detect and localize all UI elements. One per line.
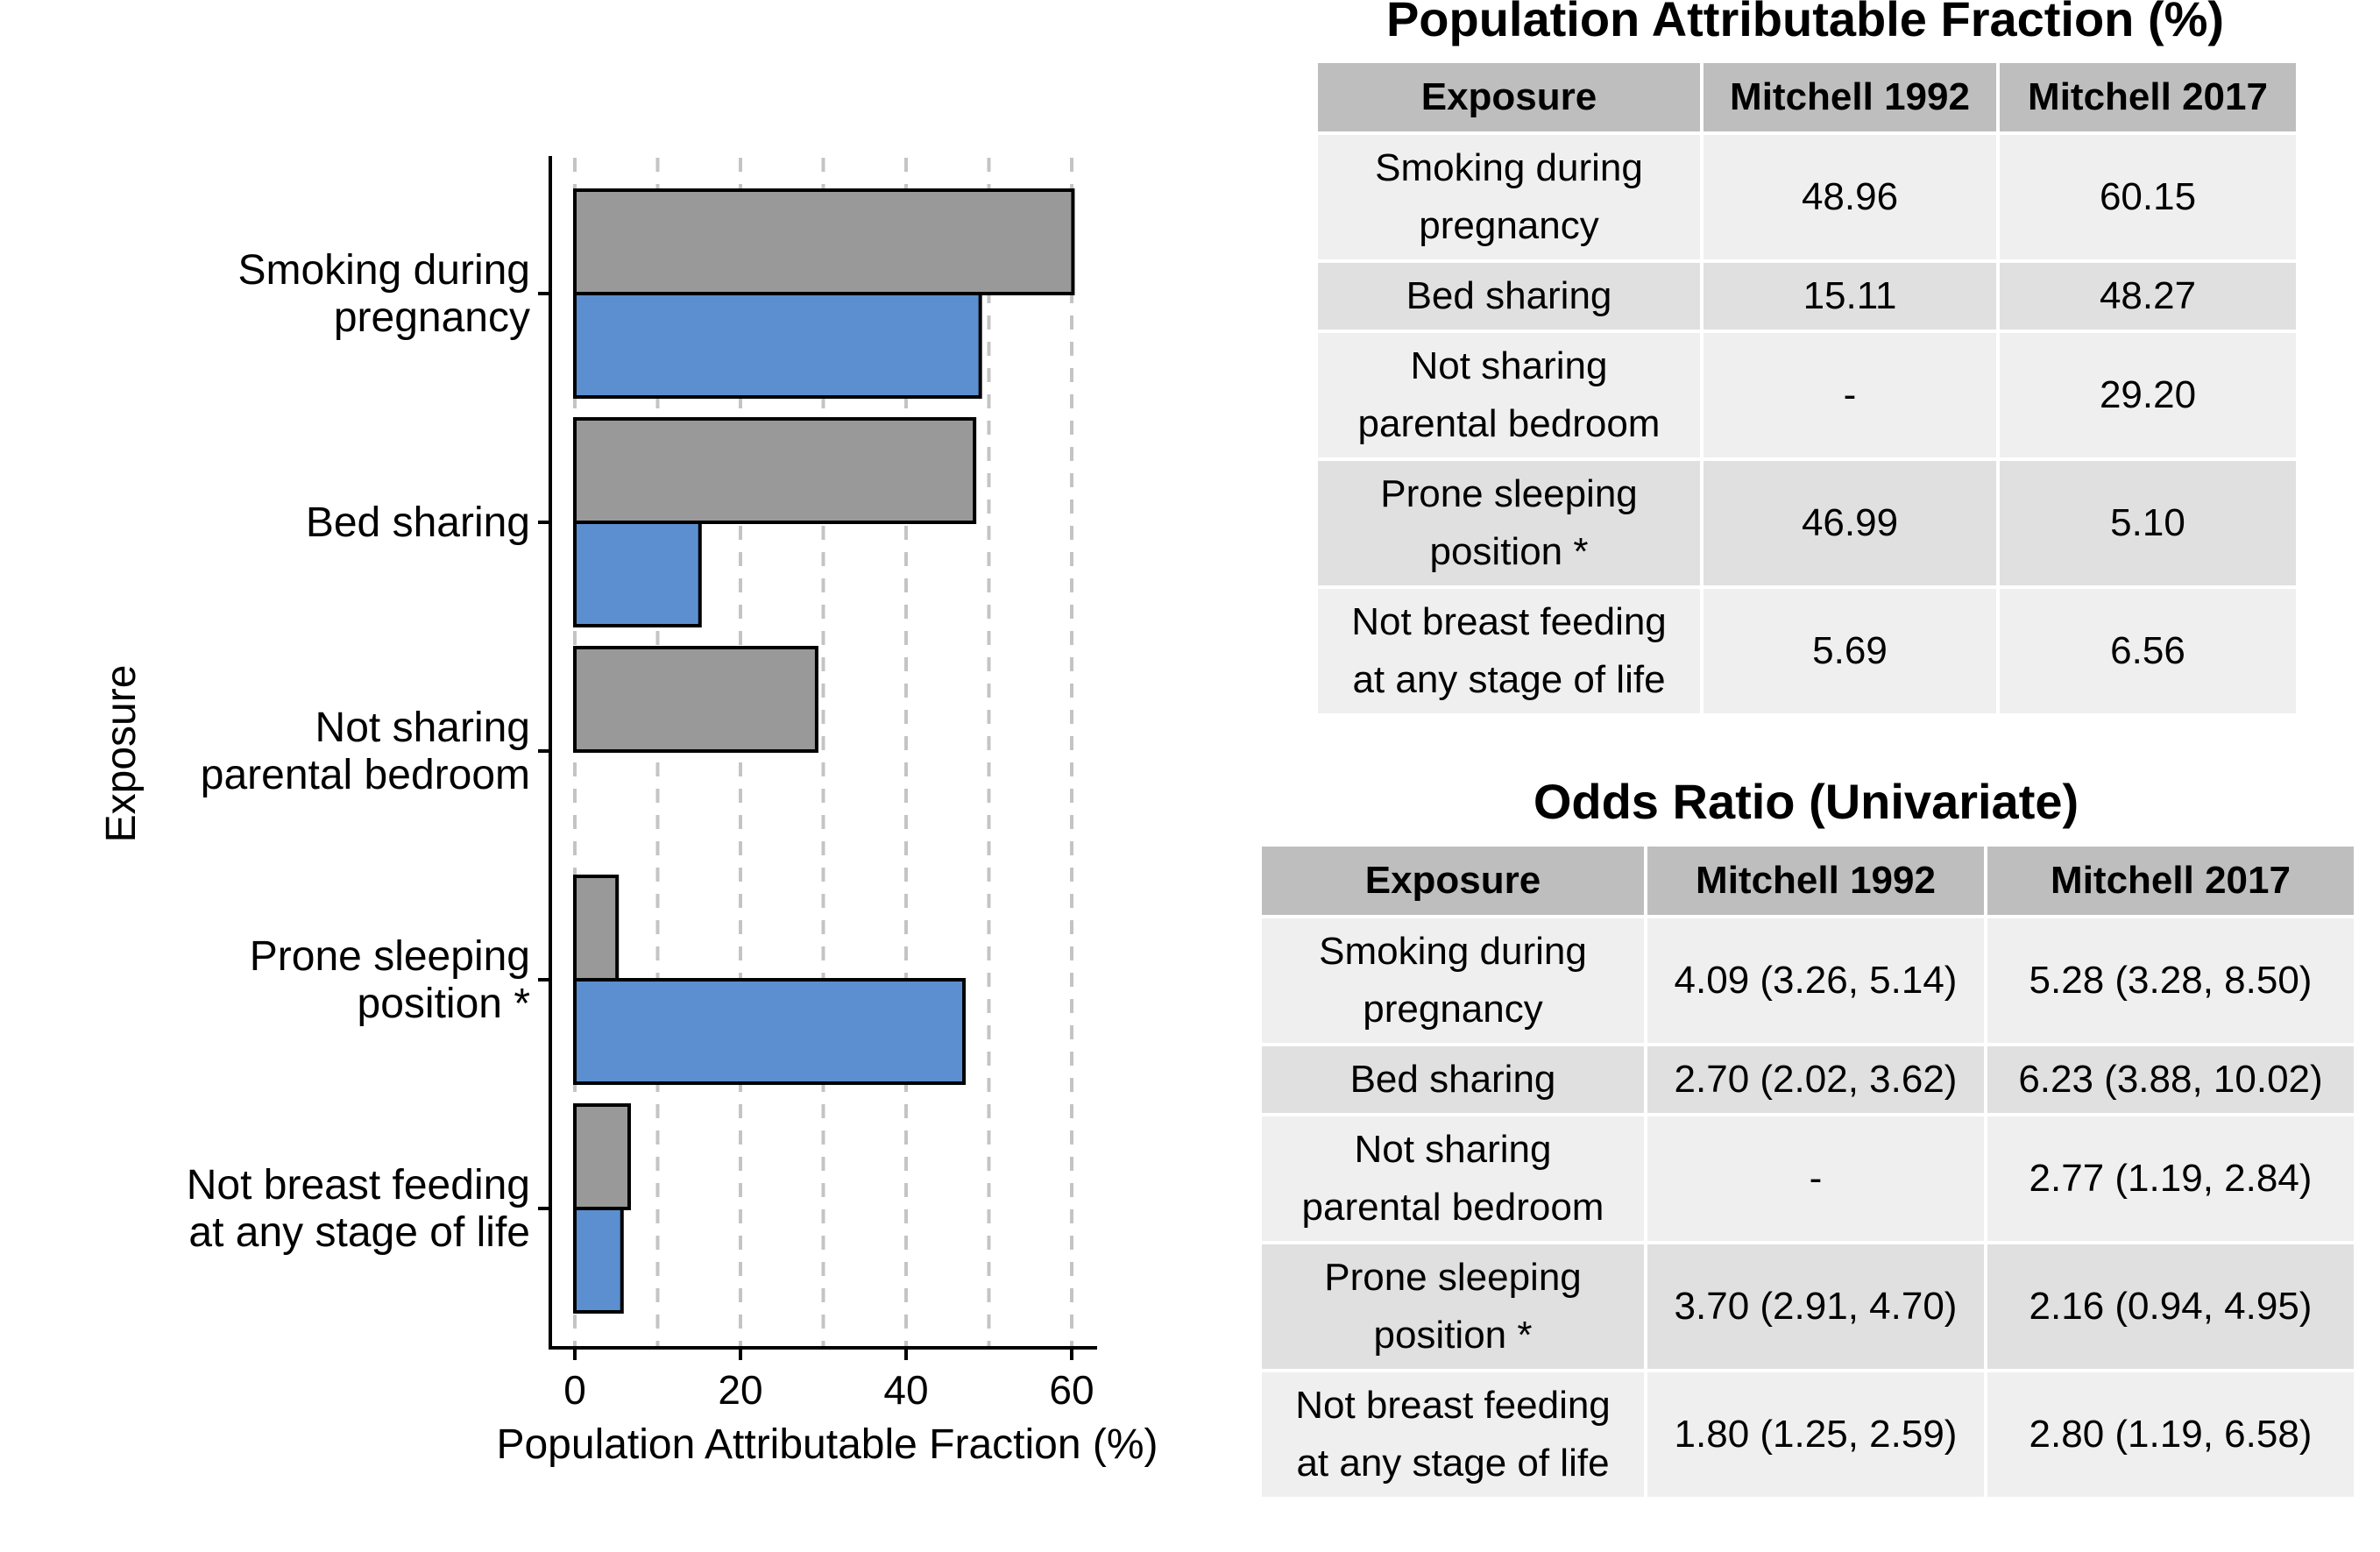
paf-row: Smoking during pregnancy 48.96 60.15 xyxy=(1314,131,2299,263)
bar-2017-2 xyxy=(573,646,818,753)
category-label: Not sharing parental bedroom xyxy=(201,705,530,798)
or-cell: - xyxy=(1644,1113,1987,1244)
paf-header-cell: Exposure xyxy=(1314,60,1704,135)
paf-row: Not sharing parental bedroom -29.20 xyxy=(1314,330,2299,461)
paf-cell: 46.99 xyxy=(1700,457,2000,589)
paf-row: Not breast feeding at any stage of life 5… xyxy=(1314,585,2299,717)
paf-cell: Not sharing parental bedroom xyxy=(1314,330,1704,461)
axes xyxy=(538,156,1097,1360)
category-label: Not breast feeding at any stage of life xyxy=(187,1162,530,1256)
or-cell: Smoking during pregnancy xyxy=(1258,915,1647,1046)
or-cell: 2.16 (0.94, 4.95) xyxy=(1984,1241,2357,1372)
or-row: Smoking during pregnancy 4.09 (3.26, 5.14… xyxy=(1258,915,2357,1046)
bars xyxy=(573,188,1075,1314)
bar-2017-4 xyxy=(573,1103,631,1210)
or-cell: 2.70 (2.02, 3.62) xyxy=(1644,1043,1987,1116)
bar-chart: 0 20 40 60 Smoking during pregnancy Bed sharin… xyxy=(98,156,1158,1468)
paf-cell: Bed sharing xyxy=(1314,259,1704,333)
paf-cell: 5.69 xyxy=(1700,585,2000,717)
paf-cell: 6.56 xyxy=(1996,585,2299,717)
paf-cell: Not breast feeding at any stage of life xyxy=(1314,585,1704,717)
paf-cell: - xyxy=(1700,330,2000,461)
or-cell: 6.23 (3.88, 10.02) xyxy=(1984,1043,2357,1116)
x-tick-label: 60 xyxy=(1049,1367,1094,1413)
paf-cell: 29.20 xyxy=(1996,330,2299,461)
bar-1992-1 xyxy=(573,521,702,627)
paf-cell: 15.11 xyxy=(1700,259,2000,333)
or-row: Bed sharing 2.70 (2.02, 3.62) 6.23 (3.88, … xyxy=(1258,1043,2357,1116)
or-row: Not breast feeding at any stage of life 1… xyxy=(1258,1369,2357,1500)
or-cell: Prone sleeping position * xyxy=(1258,1241,1647,1372)
bar-1992-3 xyxy=(573,978,967,1085)
paf-cell: 48.96 xyxy=(1700,131,2000,263)
category-label: Prone sleeping position * xyxy=(250,933,530,1027)
y-axis-title: Exposure xyxy=(98,665,145,843)
or-cell: Not breast feeding at any stage of life xyxy=(1258,1369,1647,1500)
paf-cell: 5.10 xyxy=(1996,457,2299,589)
or-table-title: Odds Ratio (Univariate) xyxy=(1533,774,2079,829)
paf-header-cell: Mitchell 2017 xyxy=(1996,60,2299,135)
x-tick-label: 0 xyxy=(563,1367,586,1413)
or-header-cell: Mitchell 2017 xyxy=(1984,843,2357,918)
or-cell: 2.80 (1.19, 6.58) xyxy=(1984,1369,2357,1500)
bar-2017-1 xyxy=(573,417,977,524)
category-label: Bed sharing xyxy=(306,500,530,546)
category-label: Smoking during pregnancy xyxy=(237,247,530,341)
x-tick-label: 20 xyxy=(718,1367,762,1413)
or-row: Prone sleeping position * 3.70 (2.91, 4.7… xyxy=(1258,1241,2357,1372)
paf-row: Bed sharing 15.11 48.27 xyxy=(1314,259,2299,333)
paf-cell: 60.15 xyxy=(1996,131,2299,263)
or-cell: Bed sharing xyxy=(1258,1043,1647,1116)
or-cell: 4.09 (3.26, 5.14) xyxy=(1644,915,1987,1046)
or-cell: 3.70 (2.91, 4.70) xyxy=(1644,1241,1987,1372)
or-cell: 1.80 (1.25, 2.59) xyxy=(1644,1369,1987,1500)
or-cell: 2.77 (1.19, 2.84) xyxy=(1984,1113,2357,1244)
axis-labels: 0 20 40 60 Smoking during pregnancy Bed sharin… xyxy=(98,247,1158,1468)
paf-row: Prone sleeping position * 46.99 5.10 xyxy=(1314,457,2299,589)
bar-2017-3 xyxy=(573,875,620,982)
bar-1992-4 xyxy=(573,1207,624,1314)
bar-2017-0 xyxy=(573,188,1075,295)
or-cell: Not sharing parental bedroom xyxy=(1258,1113,1647,1244)
or-header-cell: Exposure xyxy=(1258,843,1647,918)
paf-cell: Prone sleeping position * xyxy=(1314,457,1704,589)
or-header-cell: Mitchell 1992 xyxy=(1644,843,1987,918)
paf-header-cell: Mitchell 1992 xyxy=(1700,60,2000,135)
x-axis-title: Population Attributable Fraction (%) xyxy=(496,1421,1158,1468)
or-cell: 5.28 (3.28, 8.50) xyxy=(1984,915,2357,1046)
paf-cell: 48.27 xyxy=(1996,259,2299,333)
x-tick-label: 40 xyxy=(883,1367,928,1413)
or-table: Exposure Mitchell 1992 Mitchell 2017 Smoki… xyxy=(1258,843,2357,1500)
paf-table-title: Population Attributable Fraction (%) xyxy=(1385,0,2225,46)
paf-cell: Smoking during pregnancy xyxy=(1314,131,1704,263)
paf-table: Exposure Mitchell 1992 Mitchell 2017 Smoki… xyxy=(1314,60,2299,717)
or-row: Not sharing parental bedroom -2.77 (1.19,… xyxy=(1258,1113,2357,1244)
bar-1992-0 xyxy=(573,292,982,399)
